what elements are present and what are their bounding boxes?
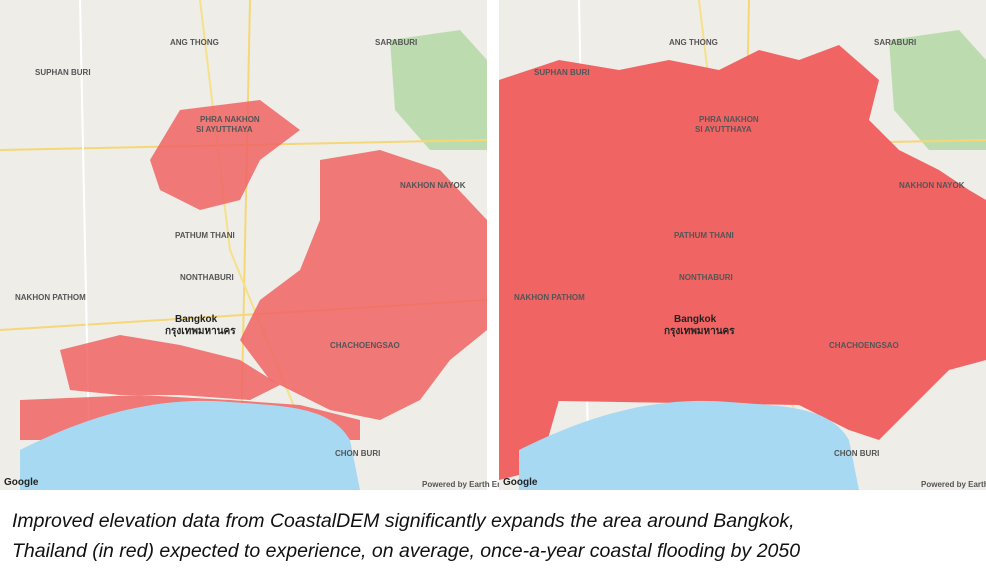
place-label: PATHUM THANI bbox=[175, 231, 235, 240]
place-label: SI AYUTTHAYA bbox=[695, 125, 752, 134]
place-label: NONTHABURI bbox=[679, 273, 733, 282]
place-label: กรุงเทพมหานคร bbox=[165, 326, 236, 337]
flood-area bbox=[150, 100, 300, 210]
park bbox=[889, 30, 986, 150]
place-label: PHRA NAKHON bbox=[200, 115, 260, 124]
place-label: NONTHABURI bbox=[180, 273, 234, 282]
place-label: ANG THONG bbox=[669, 38, 718, 47]
place-label: CHACHOENGSAO bbox=[829, 341, 899, 350]
flood-area bbox=[240, 150, 487, 420]
map-panel: ANG THONG SARABURI SUPHAN BURI PHRA NAKHONS… bbox=[0, 0, 519, 491]
place-label: Bangkok bbox=[674, 314, 717, 325]
place-label: Google bbox=[503, 477, 538, 488]
place-label: Powered by Earth Engine bbox=[422, 480, 519, 489]
caption-line: Improved elevation data from CoastalDEM … bbox=[12, 510, 795, 532]
place-label: SI AYUTTHAYA bbox=[196, 125, 253, 134]
place-label: NAKHON NAYOK bbox=[400, 181, 466, 190]
flood-area bbox=[60, 335, 280, 400]
place-label: PHRA NAKHON bbox=[699, 115, 759, 124]
place-label: Powered by Earth Engine bbox=[921, 480, 986, 489]
place-label: ANG THONG bbox=[170, 38, 219, 47]
place-label: SARABURI bbox=[375, 38, 417, 47]
place-label: CHON BURI bbox=[834, 449, 879, 458]
place-label: NAKHON PATHOM bbox=[15, 293, 86, 302]
place-label: SUPHAN BURI bbox=[534, 68, 590, 77]
place-label: NAKHON PATHOM bbox=[514, 293, 585, 302]
road bbox=[199, 0, 321, 471]
place-label: Google bbox=[4, 477, 39, 488]
park bbox=[390, 30, 487, 150]
place-label: SUPHAN BURI bbox=[35, 68, 91, 77]
place-label: PATHUM THANI bbox=[674, 231, 734, 240]
flood-area bbox=[499, 400, 559, 480]
sea bbox=[519, 400, 859, 490]
sea bbox=[20, 400, 360, 490]
place-label: CHACHOENGSAO bbox=[330, 341, 400, 350]
map-panel: ANG THONG SARABURI SUPHAN BURI PHRA NAKHONS… bbox=[498, 0, 986, 491]
place-label: SARABURI bbox=[874, 38, 916, 47]
caption-line: Thailand (in red) expected to experience… bbox=[12, 540, 800, 562]
place-label: กรุงเทพมหานคร bbox=[664, 326, 735, 337]
flood-area bbox=[499, 45, 986, 440]
place-label: Bangkok bbox=[175, 314, 218, 325]
place-label: NAKHON NAYOK bbox=[899, 181, 965, 190]
place-label: CHON BURI bbox=[335, 449, 380, 458]
